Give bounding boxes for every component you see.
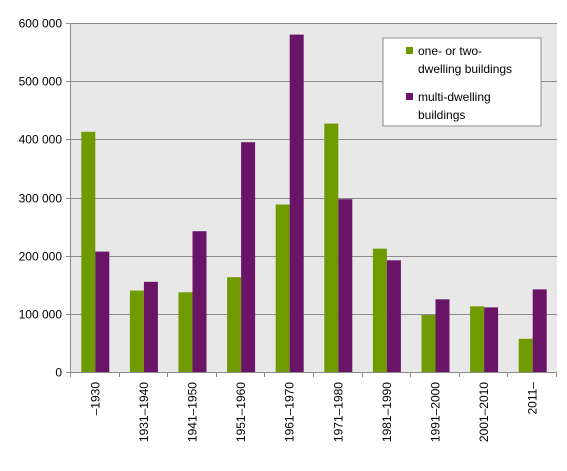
bar-one-or-two-dwelling	[275, 204, 290, 372]
legend-swatch-multi-dwelling	[406, 93, 413, 100]
legend-label-one-or-two-dwelling-line-1: one- or two-	[418, 44, 482, 58]
bar-multi-dwelling	[192, 231, 207, 372]
bar-one-or-two-dwelling	[227, 277, 242, 372]
x-tick-label: 2001–2010	[477, 382, 491, 442]
x-tick-label: 1951–1960	[234, 382, 248, 442]
x-tick-label: 1941–1950	[186, 382, 200, 442]
legend-swatch-one-or-two-dwelling	[406, 47, 413, 54]
legend-label-one-or-two-dwelling-line-2: dwelling buildings	[418, 62, 512, 76]
bar-one-or-two-dwelling	[421, 315, 436, 372]
bar-one-or-two-dwelling	[324, 123, 339, 372]
bar-multi-dwelling	[435, 299, 450, 372]
y-tick-label: 500 000	[19, 75, 63, 89]
x-tick-label: 1991–2000	[429, 382, 443, 442]
legend: one- or two- dwelling buildings multi-dw…	[382, 37, 542, 127]
bar-one-or-two-dwelling	[81, 131, 96, 372]
y-tick-label: 300 000	[19, 192, 63, 206]
bar-multi-dwelling	[484, 307, 499, 372]
x-tick-label: 2011–	[526, 382, 540, 415]
y-axis-ticks: 0 100 000 200 000 300 000 400 000 500 000 600 …	[19, 17, 71, 380]
x-tick-label: –1930	[88, 382, 102, 416]
y-tick-label: 200 000	[19, 250, 63, 264]
bar-one-or-two-dwelling	[372, 248, 387, 372]
x-tick-label: 1961–1970	[283, 382, 297, 442]
bar-multi-dwelling	[143, 281, 158, 372]
y-tick-label: 0	[55, 366, 62, 380]
x-tick-label: 1931–1940	[137, 382, 151, 442]
bar-multi-dwelling	[241, 142, 256, 372]
bar-one-or-two-dwelling	[178, 292, 193, 372]
bar-one-or-two-dwelling	[470, 306, 485, 372]
y-tick-label: 400 000	[19, 133, 63, 147]
bar-multi-dwelling	[386, 260, 401, 372]
bar-multi-dwelling	[338, 199, 353, 372]
bar-one-or-two-dwelling	[129, 290, 144, 372]
bars	[81, 34, 547, 372]
x-tick-label: 1981–1990	[380, 382, 394, 442]
bar-multi-dwelling	[532, 289, 547, 372]
bar-one-or-two-dwelling	[518, 338, 533, 372]
legend-label-multi-dwelling-line-1: multi-dwelling	[418, 90, 491, 104]
bar-multi-dwelling	[289, 34, 304, 372]
x-tick-label: 1971–1980	[331, 382, 345, 442]
y-tick-label: 600 000	[19, 17, 63, 31]
y-tick-label: 100 000	[19, 308, 63, 322]
x-axis-ticks: –1930 1931–1940 1941–1950 1951–1960 1961–197…	[70, 372, 557, 442]
legend-label-multi-dwelling-line-2: buildings	[418, 108, 465, 122]
bar-multi-dwelling	[95, 251, 110, 372]
